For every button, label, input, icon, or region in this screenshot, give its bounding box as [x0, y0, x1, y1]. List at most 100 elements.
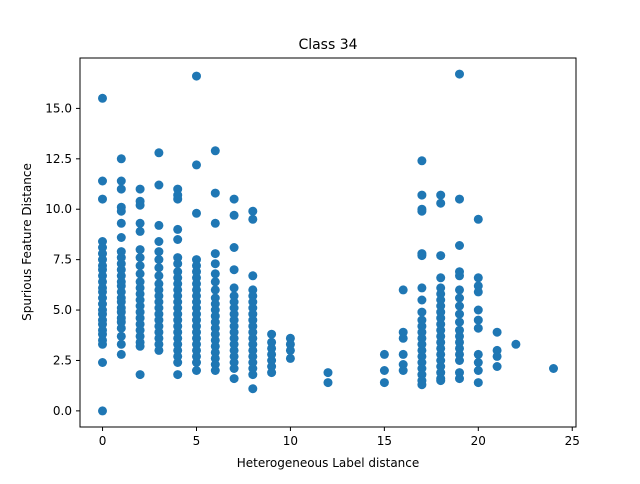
data-point [98, 406, 107, 416]
x-axis-ticks: 0 5 10 15 20 25 [99, 427, 580, 448]
data-point [116, 176, 126, 186]
x-tick-label: 25 [565, 434, 580, 448]
data-point [436, 190, 446, 200]
data-point [417, 251, 427, 261]
data-point [473, 214, 483, 224]
data-point [173, 358, 183, 367]
data-point [192, 366, 201, 375]
data-point [379, 378, 389, 388]
x-tick-label: 20 [471, 434, 486, 448]
data-point [455, 309, 464, 319]
data-point [436, 251, 446, 261]
data-point [210, 269, 220, 279]
data-point [417, 206, 427, 216]
data-point [192, 358, 201, 367]
data-point [473, 273, 483, 283]
data-point [229, 194, 239, 204]
data-point [154, 255, 164, 265]
x-axis-label: Heterogeneous Label distance [237, 456, 420, 470]
data-point [210, 366, 220, 375]
data-point [229, 364, 239, 373]
data-point [173, 194, 183, 204]
data-point [192, 208, 201, 218]
data-point [417, 190, 427, 200]
data-point [98, 339, 107, 349]
data-point [436, 273, 446, 283]
data-point [248, 214, 258, 224]
data-point [116, 206, 126, 216]
data-point [135, 200, 145, 210]
data-point [135, 341, 145, 351]
data-point [154, 220, 164, 230]
y-tick-label: 0.0 [53, 404, 72, 418]
data-point [192, 160, 201, 170]
y-tick-label: 15.0 [45, 101, 72, 115]
data-point [473, 287, 483, 297]
data-point [229, 374, 239, 384]
data-point [210, 146, 220, 156]
data-point [116, 218, 126, 228]
data-point [492, 351, 502, 361]
data-point [98, 93, 107, 103]
data-point [248, 370, 258, 380]
y-tick-label: 2.5 [53, 353, 72, 367]
data-point [492, 327, 502, 337]
data-point [192, 71, 201, 81]
data-point [135, 226, 145, 236]
data-point [248, 271, 258, 281]
data-point [173, 259, 183, 269]
data-point [398, 285, 408, 295]
data-point [229, 243, 239, 252]
data-point [417, 295, 427, 305]
data-point [210, 188, 220, 198]
data-point [417, 307, 427, 317]
data-point [473, 323, 483, 333]
data-point [285, 345, 295, 355]
data-point [248, 384, 258, 394]
data-point [398, 333, 408, 343]
data-point [154, 247, 164, 257]
y-tick-label: 10.0 [45, 202, 72, 216]
data-point [116, 323, 126, 333]
x-tick-label: 15 [377, 434, 392, 448]
data-point [116, 331, 126, 341]
data-point [154, 237, 164, 246]
data-point [417, 283, 427, 293]
data-point [116, 154, 126, 164]
data-point [455, 356, 464, 365]
data-point [417, 156, 427, 166]
data-point [229, 210, 239, 220]
data-point [436, 376, 446, 386]
y-tick-label: 12.5 [45, 152, 72, 166]
data-point [173, 235, 183, 244]
data-point [455, 271, 464, 281]
data-point [455, 301, 464, 311]
data-point [549, 364, 558, 373]
data-point [210, 277, 220, 287]
data-point [455, 69, 464, 79]
data-point [116, 339, 126, 349]
data-point [455, 285, 464, 295]
x-tick-label: 10 [283, 434, 298, 448]
data-point [398, 349, 408, 359]
y-tick-label: 7.5 [53, 253, 72, 267]
plot-frame [79, 57, 577, 428]
data-point [379, 366, 389, 375]
data-point [116, 349, 126, 359]
data-point [154, 180, 164, 190]
data-point [135, 253, 145, 263]
data-point [379, 349, 389, 359]
data-point [154, 271, 164, 281]
data-point [473, 378, 483, 388]
data-point [98, 176, 107, 186]
data-point [285, 353, 295, 363]
data-point [323, 368, 333, 378]
data-point [210, 259, 220, 269]
data-point [98, 194, 107, 204]
y-tick-label: 5.0 [53, 303, 72, 317]
data-point [473, 358, 483, 367]
scatter-points [98, 69, 558, 416]
data-point [398, 366, 408, 375]
y-axis-label: Spurious Feature Distance [20, 163, 34, 321]
data-point [210, 249, 220, 259]
